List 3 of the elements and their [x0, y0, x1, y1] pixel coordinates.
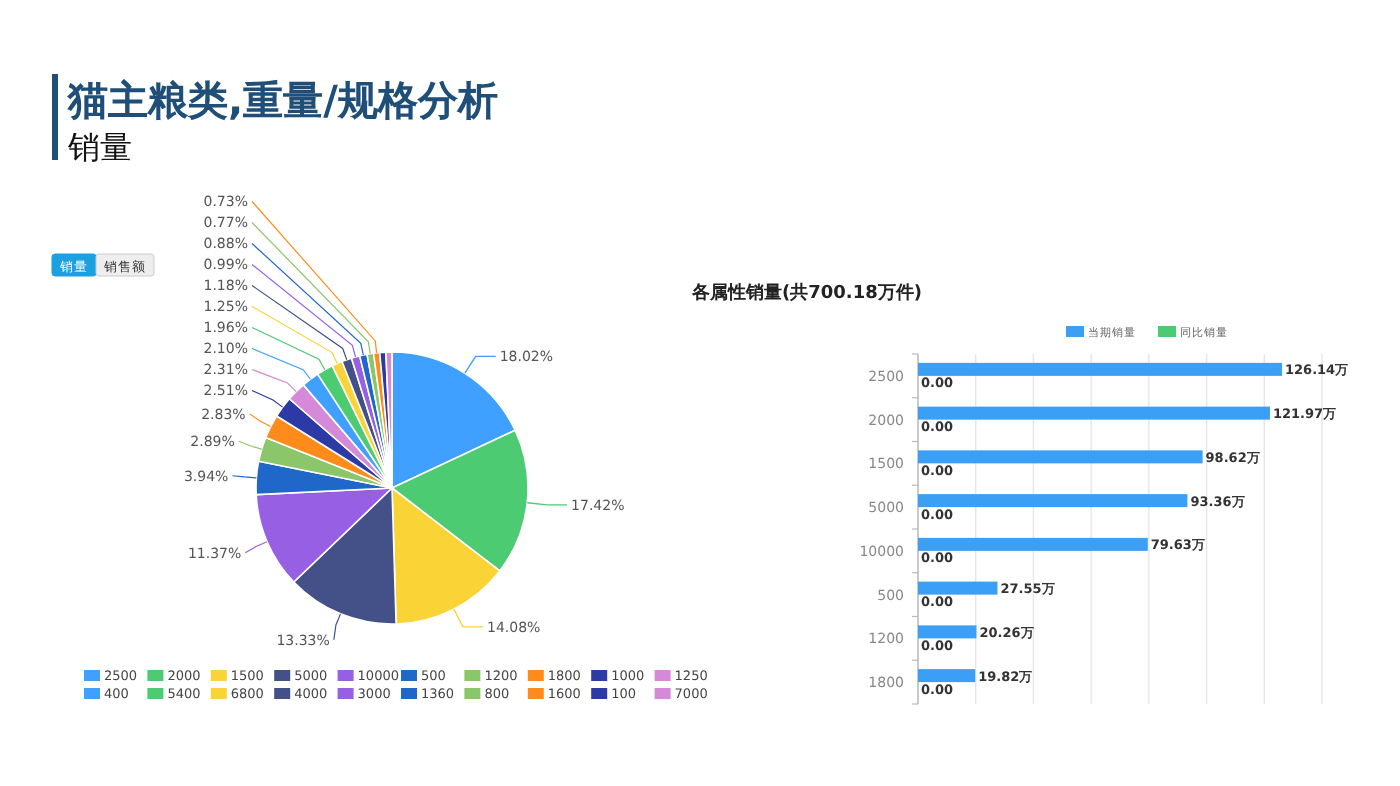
- chart-title: 猫主粮类,重量/规格分析: [66, 76, 498, 124]
- chart-title: 各属性销量(共700.18万件): [690, 282, 922, 304]
- chart-subtitle: 销量: [66, 128, 132, 166]
